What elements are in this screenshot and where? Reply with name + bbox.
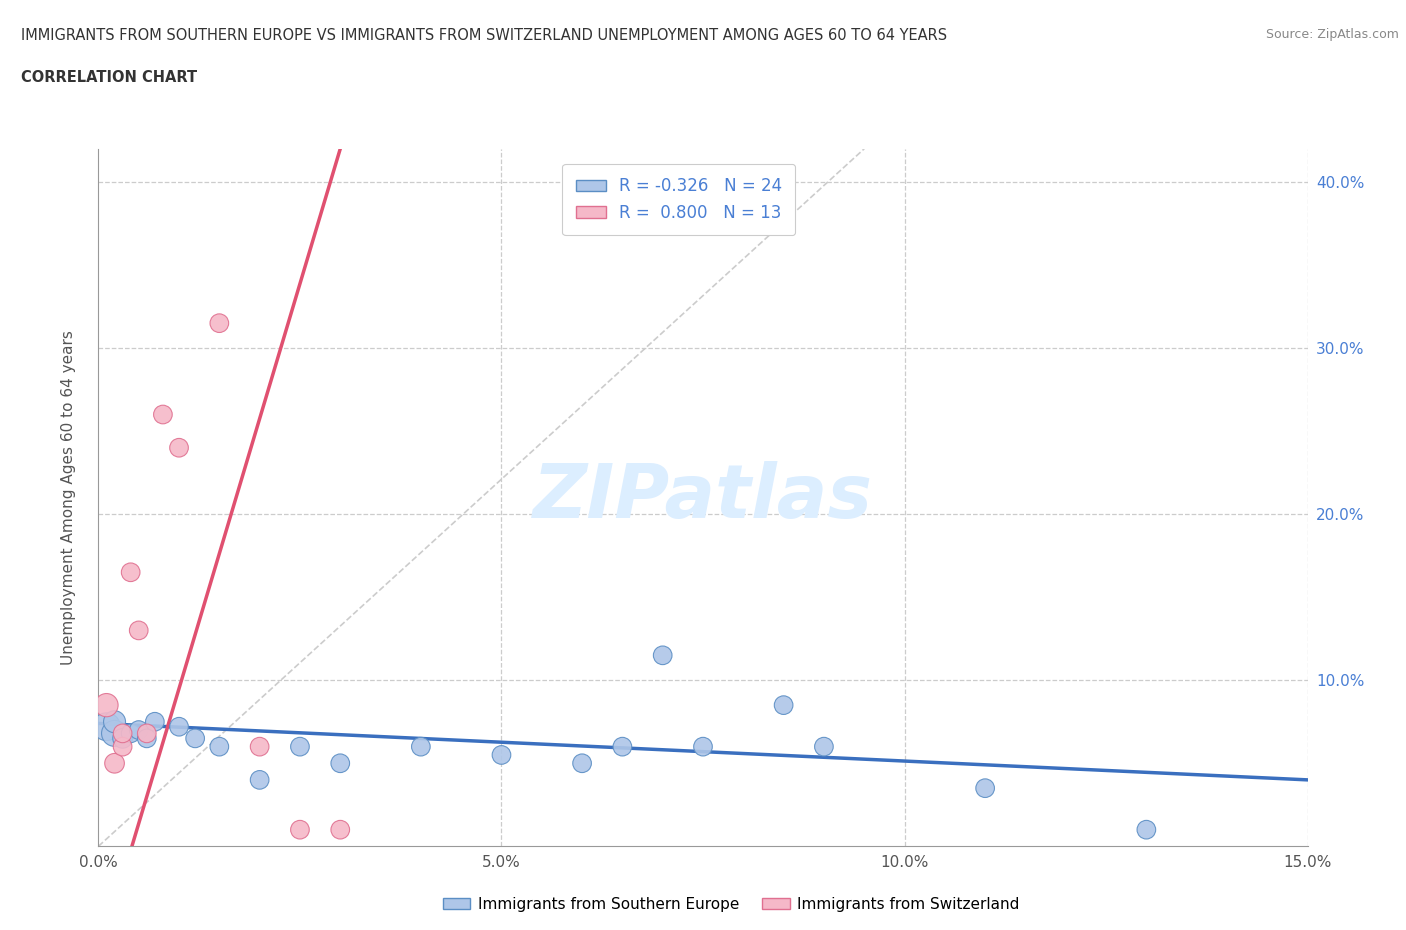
Point — [103, 714, 125, 729]
Legend: Immigrants from Southern Europe, Immigrants from Switzerland: Immigrants from Southern Europe, Immigra… — [436, 891, 1026, 918]
Point — [135, 731, 157, 746]
Text: CORRELATION CHART: CORRELATION CHART — [21, 70, 197, 85]
Point — [184, 731, 207, 746]
Text: Source: ZipAtlas.com: Source: ZipAtlas.com — [1265, 28, 1399, 41]
Point — [152, 407, 174, 422]
Point — [135, 726, 157, 741]
Point — [111, 731, 134, 746]
Y-axis label: Unemployment Among Ages 60 to 64 years: Unemployment Among Ages 60 to 64 years — [62, 330, 76, 665]
Point — [120, 726, 142, 741]
Text: ZIPatlas: ZIPatlas — [533, 461, 873, 534]
Point — [1135, 822, 1157, 837]
Point — [288, 739, 311, 754]
Point — [249, 773, 271, 788]
Point — [143, 714, 166, 729]
Point — [96, 698, 118, 712]
Point — [491, 748, 513, 763]
Point — [167, 719, 190, 734]
Point — [103, 726, 125, 741]
Point — [103, 756, 125, 771]
Point — [571, 756, 593, 771]
Point — [128, 723, 150, 737]
Point — [772, 698, 794, 712]
Point — [409, 739, 432, 754]
Point — [111, 726, 134, 741]
Point — [128, 623, 150, 638]
Point — [208, 739, 231, 754]
Point — [974, 781, 997, 796]
Point — [288, 822, 311, 837]
Point — [329, 756, 352, 771]
Point — [651, 648, 673, 663]
Point — [111, 739, 134, 754]
Point — [208, 316, 231, 331]
Point — [692, 739, 714, 754]
Point — [329, 822, 352, 837]
Point — [249, 739, 271, 754]
Point — [612, 739, 634, 754]
Point — [813, 739, 835, 754]
Point — [96, 719, 118, 734]
Point — [120, 565, 142, 579]
Legend: R = -0.326   N = 24, R =  0.800   N = 13: R = -0.326 N = 24, R = 0.800 N = 13 — [562, 164, 796, 235]
Point — [167, 440, 190, 455]
Text: IMMIGRANTS FROM SOUTHERN EUROPE VS IMMIGRANTS FROM SWITZERLAND UNEMPLOYMENT AMON: IMMIGRANTS FROM SOUTHERN EUROPE VS IMMIG… — [21, 28, 948, 43]
